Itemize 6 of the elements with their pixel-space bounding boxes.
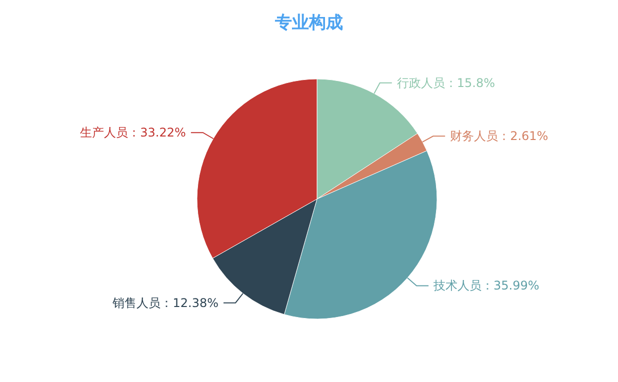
slice-label: 技术人员：35.99%: [432, 278, 540, 293]
chart-title: 专业构成: [274, 13, 343, 33]
slice-label: 销售人员：12.38%: [112, 296, 219, 310]
slice-label: 行政人员：15.8%: [396, 76, 495, 90]
slice-label: 财务人员：2.61%: [450, 129, 548, 144]
slice-label: 生产人员：33.22%: [80, 126, 186, 140]
